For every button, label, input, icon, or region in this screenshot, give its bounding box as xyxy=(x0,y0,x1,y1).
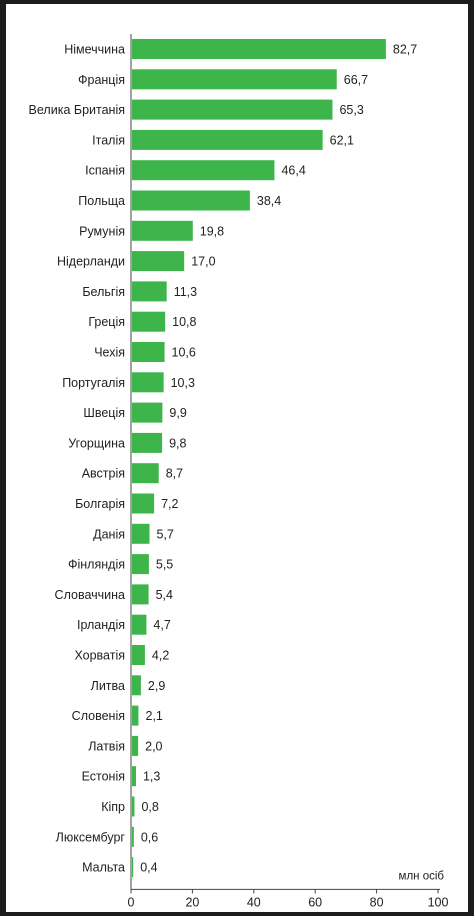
bar-10 xyxy=(132,311,166,332)
bar-26 xyxy=(132,796,135,817)
value-label: 0,4 xyxy=(140,861,157,875)
value-label: 62,1 xyxy=(330,133,354,147)
bar-9 xyxy=(132,281,167,302)
value-label: 5,5 xyxy=(156,558,173,572)
bar-8 xyxy=(132,251,185,272)
value-label: 9,9 xyxy=(169,406,186,420)
category-label: Німеччина xyxy=(64,43,125,57)
category-label: Естонія xyxy=(82,770,125,784)
x-tick-label: 80 xyxy=(370,895,384,909)
bars-group xyxy=(132,39,386,878)
bar-21 xyxy=(132,645,145,665)
category-label: Нідерланди xyxy=(57,255,125,269)
category-label: Мальта xyxy=(82,861,125,875)
value-label: 5,7 xyxy=(156,527,173,541)
bar-28 xyxy=(132,857,134,878)
category-label: Болгарія xyxy=(75,497,125,511)
category-label: Ірландія xyxy=(77,618,125,632)
bar-4 xyxy=(132,129,323,150)
value-label: 9,8 xyxy=(169,436,186,450)
category-label: Латвія xyxy=(88,739,125,753)
category-label: Румунія xyxy=(79,224,125,238)
bar-19 xyxy=(132,584,149,605)
category-label: Австрія xyxy=(82,467,125,481)
bar-22 xyxy=(132,675,141,696)
bar-25 xyxy=(132,766,136,787)
bar-17 xyxy=(132,523,150,544)
value-label: 66,7 xyxy=(344,73,368,87)
category-label: Угорщина xyxy=(68,436,125,450)
x-tick-label: 0 xyxy=(128,895,135,909)
x-tick-label: 100 xyxy=(428,895,449,909)
x-tick-label: 20 xyxy=(185,895,199,909)
value-label: 2,0 xyxy=(145,739,162,753)
category-label: Литва xyxy=(91,679,125,693)
category-label: Чехія xyxy=(94,346,125,360)
bar-2 xyxy=(132,69,337,90)
bar-23 xyxy=(132,705,139,726)
category-label: Греція xyxy=(88,315,125,329)
x-tick-label: 60 xyxy=(308,895,322,909)
category-labels-group: Німеччина Франція Велика Британія Італія Ісп… xyxy=(29,43,126,875)
category-label: Іспанія xyxy=(85,164,125,178)
value-label: 46,4 xyxy=(281,164,305,178)
category-label: Португалія xyxy=(62,376,125,390)
bar-11 xyxy=(132,342,165,362)
x-axis-unit-label: млн осіб xyxy=(399,870,445,882)
category-label: Словенія xyxy=(72,709,125,723)
bar-15 xyxy=(132,463,159,484)
value-label: 8,7 xyxy=(166,467,183,481)
value-label: 19,8 xyxy=(200,224,224,238)
value-label: 5,4 xyxy=(156,588,173,602)
category-label: Італія xyxy=(92,133,125,147)
value-label: 65,3 xyxy=(339,103,363,117)
category-label: Швеція xyxy=(83,406,125,420)
category-label: Данія xyxy=(93,527,125,541)
value-label: 17,0 xyxy=(191,255,215,269)
category-label: Франція xyxy=(78,73,125,87)
bar-12 xyxy=(132,372,164,393)
bar-14 xyxy=(132,432,163,453)
value-label: 38,4 xyxy=(257,194,281,208)
bar-24 xyxy=(132,735,139,756)
value-label: 11,3 xyxy=(174,285,197,299)
category-label: Словаччина xyxy=(55,588,126,602)
category-label: Хорватія xyxy=(74,649,125,663)
value-labels-group: 82,7 66,7 65,3 62,1 46,4 38,4 19,8 17,0 11,3 10,8… xyxy=(140,43,417,875)
bar-16 xyxy=(132,493,155,514)
value-label: 10,3 xyxy=(171,376,195,390)
category-label: Люксембург xyxy=(56,830,126,844)
bar-1 xyxy=(132,39,386,59)
value-label: 10,8 xyxy=(172,315,196,329)
value-label: 2,1 xyxy=(145,709,162,723)
value-label: 10,6 xyxy=(172,346,196,360)
bar-27 xyxy=(132,826,134,847)
value-label: 4,7 xyxy=(153,618,170,632)
chart-panel: Німеччина Франція Велика Британія Італія Ісп… xyxy=(6,4,468,912)
x-axis-ticks-group: 0 20 40 60 80 100 xyxy=(128,889,449,909)
value-label: 7,2 xyxy=(161,497,178,511)
bar-18 xyxy=(132,554,149,575)
bar-6 xyxy=(132,190,250,211)
value-label: 1,3 xyxy=(143,770,160,784)
category-label: Велика Британія xyxy=(29,103,125,117)
category-label: Фінляндія xyxy=(68,558,125,572)
value-label: 0,6 xyxy=(141,830,158,844)
category-label: Бельгія xyxy=(82,285,125,299)
category-label: Польща xyxy=(78,194,125,208)
bar-chart: Німеччина Франція Велика Британія Італія Ісп… xyxy=(29,34,449,909)
bar-20 xyxy=(132,614,147,635)
bar-13 xyxy=(132,402,163,423)
value-label: 82,7 xyxy=(393,43,417,57)
bar-3 xyxy=(132,99,333,120)
bar-5 xyxy=(132,160,275,181)
value-label: 0,8 xyxy=(141,800,158,814)
value-label: 4,2 xyxy=(152,649,169,663)
bar-7 xyxy=(132,220,193,241)
category-label: Кіпр xyxy=(101,800,125,814)
x-tick-label: 40 xyxy=(247,895,261,909)
value-label: 2,9 xyxy=(148,679,165,693)
